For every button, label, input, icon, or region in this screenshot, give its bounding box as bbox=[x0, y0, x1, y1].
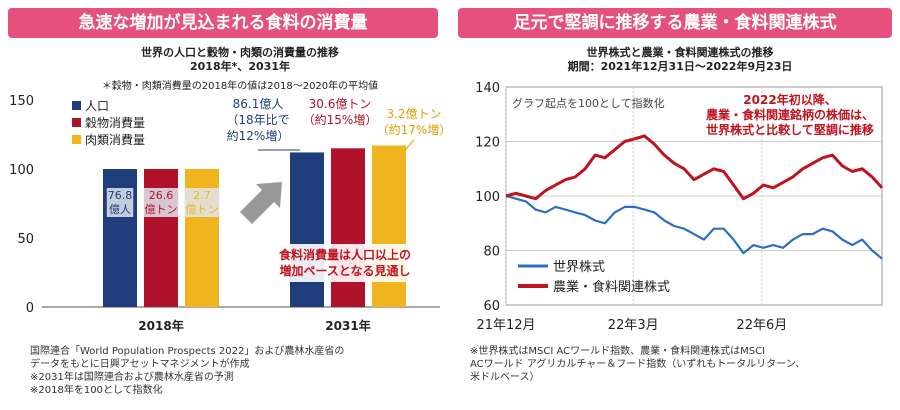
line-legend-label: 農業・食料関連株式 bbox=[553, 279, 670, 295]
callout-leader-meat bbox=[404, 139, 415, 151]
left-note-1: 国際連合「World Population Prospects 2022」および… bbox=[30, 346, 345, 357]
bar-2031-0 bbox=[290, 152, 324, 307]
right-banner: 足元で堅調に推移する農業・食料関連株式 bbox=[458, 8, 892, 38]
bar-legend-swatch bbox=[72, 135, 81, 144]
bar-value-label: 2.7 億トン bbox=[186, 189, 219, 216]
left-notes: 国際連合「World Population Prospects 2022」および… bbox=[30, 345, 450, 397]
line-xtick-label: 22年6月 bbox=[736, 318, 787, 333]
bar-category-label: 2018年 bbox=[138, 318, 183, 333]
right-note-1: ※世界株式はMSCI ACワールド指数、農業・食料関連株式はMSCI bbox=[470, 346, 766, 357]
line-legend-label: 世界株式 bbox=[553, 260, 605, 275]
bar-legend-label: 穀物消費量 bbox=[85, 115, 145, 130]
bar-2031-2 bbox=[372, 145, 406, 307]
callout-note-bg bbox=[272, 244, 418, 282]
bar-category-label: 2031年 bbox=[325, 318, 370, 333]
right-note-2: ACワールド アグリカルチャー＆フード指数（いずれもトータルリターン、 bbox=[470, 359, 806, 370]
left-title-line2: 2018年*、2031年 bbox=[190, 60, 290, 73]
bar-value-label: 26.6 億トン bbox=[145, 189, 178, 216]
bar-legend-swatch bbox=[72, 118, 81, 127]
left-note-2: データをもとに日興アセットマネジメントが作成 bbox=[30, 359, 250, 370]
right-notes: ※世界株式はMSCI ACワールド指数、農業・食料関連株式はMSCI ACワール… bbox=[470, 345, 890, 384]
bar-value-label-bg bbox=[106, 188, 134, 217]
line-ytick-label: 120 bbox=[475, 136, 500, 151]
line-ytick-label: 100 bbox=[475, 190, 500, 205]
callout-meat: 3.2億トン（約17%増） bbox=[377, 107, 450, 137]
left-title-line1: 世界の人口と穀物・肉類の消費量の推移 bbox=[141, 46, 339, 59]
line-xtick-label: 22年3月 bbox=[608, 318, 659, 333]
bar-2031-1 bbox=[331, 148, 365, 307]
bar-legend-swatch bbox=[72, 101, 81, 110]
bar-ytick-label: 0 bbox=[26, 301, 34, 316]
bar-value-label: 76.8 億人 bbox=[108, 189, 133, 216]
right-chart-title: 世界株式と農業・食料関連株式の推移 期間：2021年12月31日～2022年9月… bbox=[520, 46, 840, 74]
left-footnote-star: ＊穀物・肉類消費量の2018年の値は2018～2020年の平均値 bbox=[101, 81, 379, 92]
growth-arrow bbox=[240, 182, 282, 224]
right-title-line1: 世界株式と農業・食料関連株式の推移 bbox=[586, 46, 774, 59]
left-chart-title: 世界の人口と穀物・肉類の消費量の推移 2018年*、2031年 bbox=[90, 46, 390, 74]
bar-ytick-label: 100 bbox=[9, 163, 34, 178]
callout-grain: 30.6億トン（約15%増） bbox=[303, 97, 378, 127]
line-annotation: 2022年初以降、農業・食料関連銘柄の株価は、世界株式と比較して堅調に推移 bbox=[706, 92, 874, 137]
line-series-1 bbox=[505, 134, 884, 201]
callout-note: 食料消費量は人口以上の増加ペースとなる見通し bbox=[278, 247, 411, 278]
right-title-line2: 期間：2021年12月31日～2022年9月23日 bbox=[567, 60, 793, 73]
bar-value-label-bg bbox=[184, 188, 220, 217]
line-chart: 60 80 100 120 140 21年12月 22年3月 22年6月 世界株式農業・食料関… bbox=[475, 81, 884, 333]
line-xtick-label: 21年12月 bbox=[476, 318, 535, 333]
line-ytick-label: 140 bbox=[475, 81, 500, 96]
bar-ytick-label: 50 bbox=[17, 232, 34, 247]
left-note-3: ※2031年は国際連合および農林水産省の予測 bbox=[30, 372, 234, 383]
bar-ytick-label: 150 bbox=[9, 94, 34, 109]
bar-value-label-bg bbox=[143, 188, 179, 217]
callout-population: 86.1億人（18年比で約12%増） bbox=[226, 97, 289, 143]
left-banner: 急速な増加が見込まれる食料の消費量 bbox=[8, 8, 438, 38]
right-note-3: 米ドルベース） bbox=[470, 372, 540, 383]
bar-legend-label: 人口 bbox=[85, 99, 109, 113]
line-ytick-label: 60 bbox=[483, 299, 500, 314]
bar-legend-label: 肉類消費量 bbox=[85, 132, 145, 147]
line-ytick-label: 80 bbox=[483, 245, 500, 260]
left-note-4: ※2018年を100として指数化 bbox=[30, 385, 163, 396]
line-series-0 bbox=[505, 194, 883, 260]
index-note: グラフ起点を100として指数化 bbox=[512, 96, 665, 110]
